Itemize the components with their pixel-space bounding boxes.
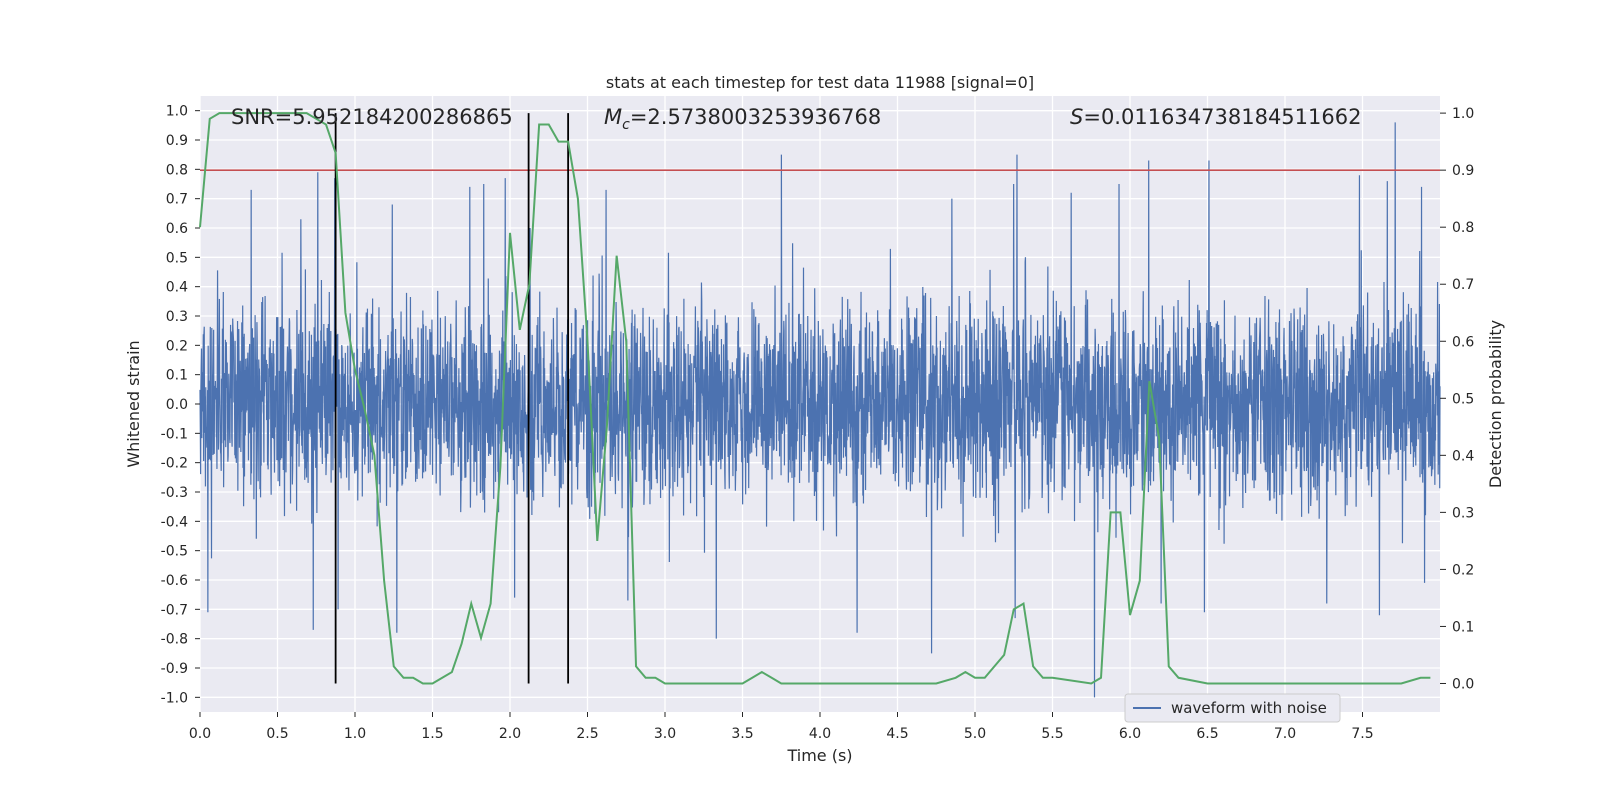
- y-tick-label-left: -0.3: [161, 485, 188, 501]
- y-ticks-left: 1.0 0.9 0.8 0.7 0.6 0.5 0.4 0.3 0.2 0.1 0.0 -0.1 -0.…: [161, 104, 200, 706]
- snr-statistic-annotation: S=0.011634738184511662: [1070, 105, 1361, 129]
- y-tick-label-left: 0.4: [166, 280, 188, 296]
- y-tick-label-right: 0.1: [1452, 619, 1474, 635]
- mc-subscript: c: [622, 117, 630, 133]
- y-tick-label-left: -0.8: [161, 632, 188, 648]
- y-tick-label-left: 0.6: [166, 221, 188, 237]
- x-tick-label: 5.0: [964, 726, 986, 742]
- y-tick-label-right: 0.9: [1452, 163, 1474, 179]
- y-tick-label-left: 0.2: [166, 338, 188, 354]
- y-tick-label-left: -1.0: [161, 690, 188, 706]
- x-tick-label: 6.5: [1196, 726, 1218, 742]
- x-tick-label: 1.5: [421, 726, 443, 742]
- s-symbol: S: [1070, 105, 1083, 129]
- y-tick-label-left: -0.6: [161, 573, 188, 589]
- waveform-series: [199, 122, 1441, 698]
- y-tick-label-right: 0.2: [1452, 562, 1474, 578]
- x-tick-label: 4.0: [809, 726, 831, 742]
- y-tick-label-left: 0.1: [166, 368, 188, 384]
- y-tick-label-right: 0.0: [1452, 676, 1474, 692]
- y-axis-label-left: Whitened strain: [124, 340, 143, 467]
- waveform-line: [199, 122, 1441, 698]
- x-tick-label: 4.5: [886, 726, 908, 742]
- y-tick-label-left: -0.4: [161, 514, 188, 530]
- legend-box: [1124, 693, 1341, 723]
- y-tick-label-right: 0.4: [1452, 448, 1474, 464]
- s-value: =0.011634738184511662: [1083, 105, 1361, 129]
- chart-title: stats at each timestep for test data 119…: [606, 73, 1034, 92]
- y-tick-label-left: -0.9: [161, 661, 188, 677]
- x-ticks: 0.0 0.5 1.0 1.5 2.0 2.5 3.0 3.5 4.0 4.5 5.0 5.5 6.0 6…: [189, 712, 1374, 742]
- y-tick-label-left: 0.7: [166, 192, 188, 208]
- y-tick-label-left: 0.0: [166, 397, 188, 413]
- x-tick-label: 5.5: [1041, 726, 1063, 742]
- y-tick-label-right: 0.3: [1452, 505, 1474, 521]
- y-tick-label-left: 0.5: [166, 250, 188, 266]
- y-tick-label-left: 0.8: [166, 162, 188, 178]
- y-tick-label-left: -0.5: [161, 544, 188, 560]
- probability-series: [199, 112, 1431, 685]
- legend: waveform with noise: [1124, 693, 1341, 723]
- legend-label: waveform with noise: [1171, 699, 1327, 717]
- y-tick-label-right: 1.0: [1452, 106, 1474, 122]
- mc-symbol: M: [604, 105, 622, 129]
- y-tick-label-left: -0.1: [161, 426, 188, 442]
- y-axis-label-right: Detection probability: [1486, 320, 1505, 488]
- y-tick-label-left: 0.9: [166, 133, 188, 149]
- mc-value: =2.5738003253936768: [630, 105, 881, 129]
- y-ticks-right: 1.0 0.9 0.8 0.7 0.6 0.5 0.4 0.3 0.2 0.1 0.0: [1440, 106, 1474, 692]
- x-tick-label: 3.0: [654, 726, 676, 742]
- snr-annotation: SNR=5.952184200286865: [231, 105, 513, 129]
- x-tick-label: 7.5: [1351, 726, 1373, 742]
- x-tick-label: 3.5: [731, 726, 753, 742]
- vertical-markers: [334, 113, 570, 684]
- x-tick-label: 0.0: [189, 726, 211, 742]
- y-tick-label-left: -0.2: [161, 456, 188, 472]
- y-tick-label-right: 0.5: [1452, 391, 1474, 407]
- y-tick-label-right: 0.7: [1452, 277, 1474, 293]
- y-tick-label-right: 0.8: [1452, 220, 1474, 236]
- x-axis-label: Time (s): [786, 746, 852, 765]
- y-tick-label-left: 1.0: [166, 104, 188, 120]
- x-tick-label: 0.5: [266, 726, 288, 742]
- x-tick-label: 6.0: [1119, 726, 1141, 742]
- x-tick-label: 1.0: [344, 726, 366, 742]
- y-tick-label-right: 0.6: [1452, 334, 1474, 350]
- x-tick-label: 7.0: [1274, 726, 1296, 742]
- y-tick-label-left: -0.7: [161, 602, 188, 618]
- x-tick-label: 2.0: [499, 726, 521, 742]
- y-tick-label-left: 0.3: [166, 309, 188, 325]
- x-tick-label: 2.5: [576, 726, 598, 742]
- chirp-mass-annotation: Mc=2.5738003253936768: [604, 105, 881, 133]
